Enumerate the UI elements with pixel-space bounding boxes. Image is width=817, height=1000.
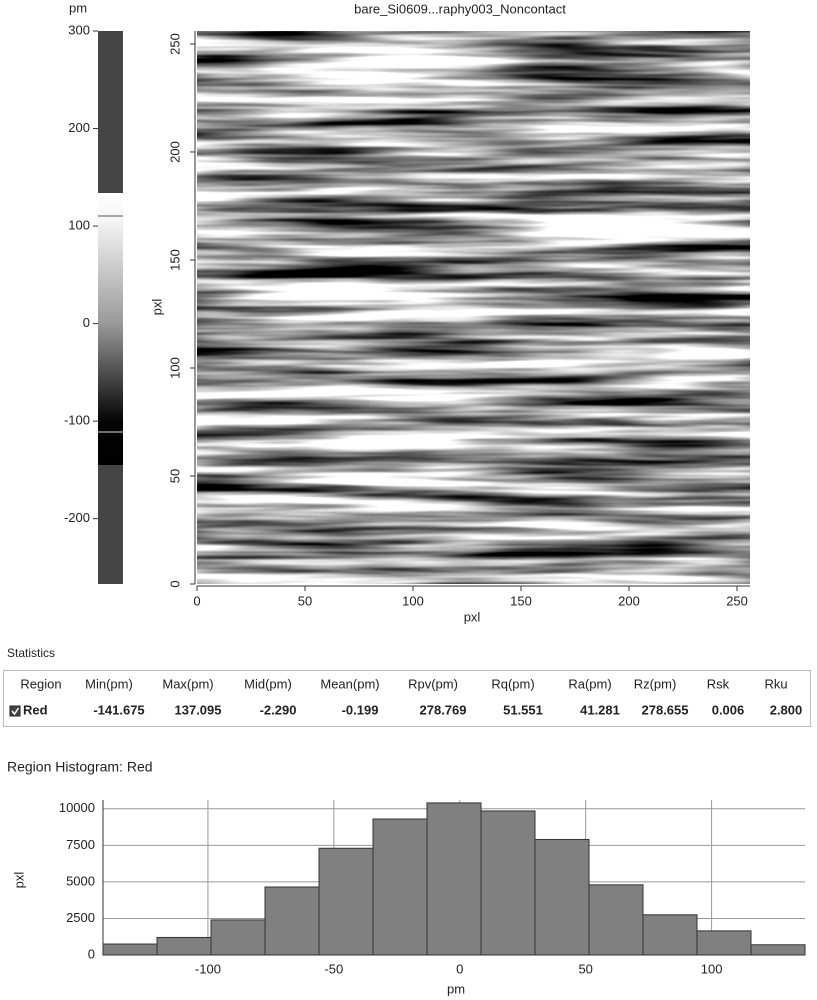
y-tick-label: 2500 [66,910,95,925]
y-axis-label: pxl [149,299,164,316]
histogram-bar [264,886,320,956]
colorbar-unit: pm [69,0,87,15]
colorbar-tick-label: 300 [68,22,90,37]
x-axis-label: pm [447,981,465,996]
histogram-bar [318,847,374,956]
colorbar-tick-label: 0 [83,315,90,330]
x-tick-label: 100 [701,961,723,976]
region-name: Red [23,702,48,717]
histogram-bar [372,818,428,956]
stat-value: 2.800 [770,702,803,717]
stat-value: 51.551 [503,702,543,717]
histogram-bar [480,810,536,956]
y-tick-label: 250 [167,33,182,55]
colorbar-tick-label: 200 [68,120,90,135]
histogram-bar [588,884,644,956]
region-checkbox[interactable] [9,705,21,717]
histogram-bar [156,936,212,956]
column-header: Mean(pm) [320,676,379,691]
histogram-bar [696,930,752,956]
stat-value: -141.675 [93,702,144,717]
statistics-table [3,670,811,727]
colorbar-tick-label: -100 [64,413,90,428]
colorbar-tick-label: -200 [64,510,90,525]
y-tick-label: 50 [167,469,182,483]
column-header: Mid(pm) [244,676,292,691]
histogram-bar [750,944,806,956]
y-tick-label: 200 [167,141,182,163]
y-axis-label: pxl [11,872,26,889]
stat-value: 0.006 [712,702,745,717]
histogram-title: Region Histogram: Red [7,759,153,775]
x-tick-label: 250 [726,593,748,608]
column-header: Rsk [707,676,730,691]
x-tick-label: -50 [324,961,343,976]
stat-value: 278.769 [420,702,467,717]
y-tick-label: 0 [88,946,95,961]
statistics-title: Statistics [7,646,55,660]
column-header: Ra(pm) [568,676,611,691]
x-tick-label: 50 [578,961,592,976]
x-axis-label: pxl [464,609,481,624]
x-tick-label: -100 [195,961,221,976]
column-header: Rpv(pm) [408,676,458,691]
y-tick-label: 5000 [66,873,95,888]
x-tick-label: 0 [193,593,200,608]
x-tick-label: 50 [298,593,312,608]
checkmark [11,707,20,716]
image-title: bare_Si0609...raphy003_Noncontact [354,1,566,16]
y-tick-label: 0 [167,580,182,587]
column-header: Max(pm) [162,676,213,691]
histogram-bar [642,914,698,956]
x-tick-label: 150 [510,593,532,608]
x-tick-label: 100 [402,593,424,608]
stat-value: -2.290 [260,702,297,717]
stat-value: -0.199 [342,702,379,717]
y-tick-label: 10000 [59,800,95,815]
histogram-bar [534,838,590,956]
histogram-bar [426,802,482,956]
colorbar [98,31,123,584]
stat-value: 41.281 [580,702,620,717]
column-header: Min(pm) [85,676,133,691]
column-header: Rq(pm) [491,676,534,691]
histogram-bar [210,919,266,956]
histogram-bar [102,943,158,956]
column-header: Region [20,676,61,691]
y-tick-label: 100 [167,357,182,379]
x-tick-label: 0 [456,961,463,976]
column-header: Rku [764,676,787,691]
afm-image [197,31,750,584]
x-tick-label: 200 [618,593,640,608]
y-tick-label: 150 [167,249,182,271]
stat-value: 278.655 [642,702,689,717]
column-header: Rz(pm) [634,676,677,691]
colorbar-tick-label: 100 [68,217,90,232]
stat-value: 137.095 [175,702,222,717]
y-tick-label: 7500 [66,837,95,852]
